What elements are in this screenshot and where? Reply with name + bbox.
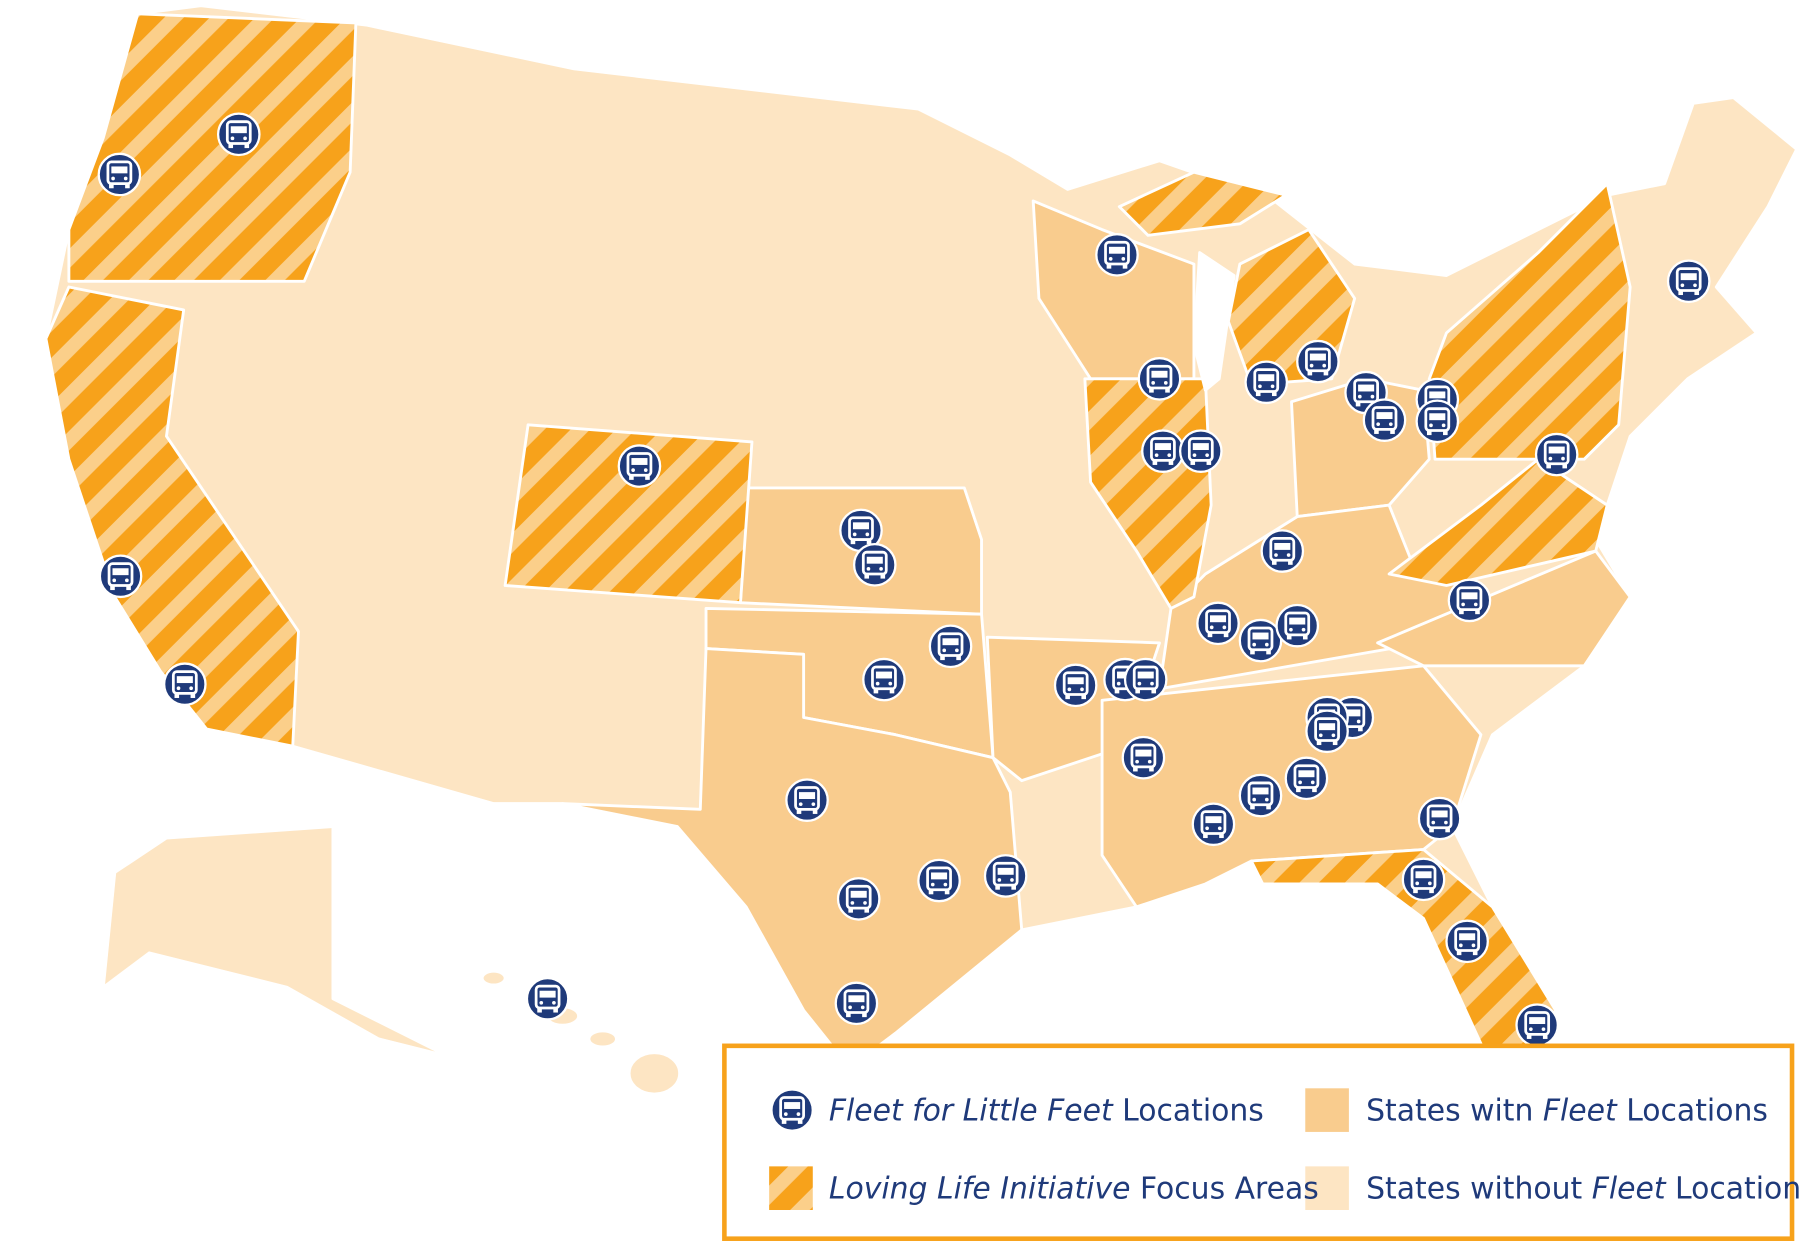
fleet-marker	[97, 152, 142, 197]
fleet-marker	[1178, 429, 1223, 474]
state-focus	[1387, 457, 1609, 587]
alaska	[101, 825, 450, 1058]
state-focus	[44, 285, 300, 748]
fleet-marker	[1140, 429, 1185, 474]
hawaii	[627, 1051, 682, 1096]
fleet-marker	[1284, 756, 1329, 801]
legend-swatch	[1305, 1166, 1349, 1210]
legend-text: Locations	[1626, 1093, 1768, 1128]
fleet-marker	[1401, 857, 1446, 902]
legend-text: Locations	[1122, 1093, 1264, 1128]
fleet-marker	[1666, 259, 1711, 304]
fleet-marker	[1362, 398, 1407, 443]
fleet-marker	[1191, 802, 1236, 847]
state-focus	[1083, 377, 1213, 610]
fleet-marker	[1238, 618, 1283, 663]
legend-box	[722, 1043, 1795, 1241]
fleet-marker	[162, 662, 207, 707]
state-focus	[67, 12, 358, 283]
legend-italic: Loving Life Initiative	[829, 1171, 1131, 1206]
fleet-marker	[1295, 339, 1340, 384]
legend-text: States without	[1366, 1171, 1582, 1206]
fleet-marker	[1137, 356, 1182, 401]
legend-label: States witn Fleet Locations	[1366, 1093, 1768, 1128]
fleet-marker	[834, 981, 879, 1026]
legend-text: Focus Areas	[1140, 1171, 1319, 1206]
fleet-marker	[928, 624, 973, 669]
legend-marker	[770, 1088, 815, 1133]
fleet-marker	[1244, 360, 1289, 405]
fleet-marker	[1195, 601, 1241, 646]
map-body: Fleet for Little Feet Locations Loving L…	[44, 4, 1800, 1241]
legend-italic: Fleet	[1592, 1171, 1667, 1206]
state-focus	[1117, 170, 1288, 237]
legend-italic: Fleet	[1543, 1093, 1618, 1128]
legend-text: Locations	[1675, 1171, 1800, 1206]
fleet-marker	[617, 444, 662, 489]
fleet-marker	[1415, 399, 1460, 444]
fleet-marker	[785, 778, 830, 823]
fleet-marker	[1275, 603, 1320, 648]
fleet-marker	[983, 853, 1028, 898]
state-fleet	[561, 647, 1024, 1070]
legend-italic: Fleet for Little Feet	[829, 1093, 1114, 1128]
fleet-marker	[836, 876, 881, 921]
hawaii	[480, 969, 507, 987]
state-fleet	[1376, 549, 1632, 668]
fleet-marker	[98, 554, 143, 599]
fleet-marker	[1121, 735, 1166, 780]
legend-label: Fleet for Little Feet Locations	[829, 1093, 1264, 1128]
fleet-marker	[1417, 796, 1462, 841]
fleet-marker	[525, 976, 570, 1021]
fleet-marker	[1515, 1003, 1560, 1048]
legend-text: States witn	[1366, 1093, 1533, 1128]
fleet-marker	[1445, 919, 1490, 964]
fleet-marker	[1123, 657, 1168, 702]
fleet-marker	[1260, 528, 1305, 574]
state-focus	[1427, 182, 1632, 461]
fleet-marker	[852, 542, 897, 587]
fleet-marker	[861, 657, 907, 702]
hawaii	[587, 1029, 618, 1049]
legend-label: States without Fleet Locations	[1366, 1171, 1800, 1206]
legend-swatch	[1305, 1088, 1349, 1132]
lake	[1192, 251, 1236, 392]
fleet-marker	[1534, 432, 1579, 477]
fleet-marker	[917, 858, 962, 903]
legend-label: Loving Life Initiative Focus Areas	[829, 1171, 1319, 1206]
state-focus	[503, 423, 754, 605]
fleet-marker	[1094, 232, 1140, 277]
legend-swatch	[769, 1166, 813, 1210]
fleet-marker	[1238, 773, 1283, 818]
fleet-marker	[216, 112, 261, 157]
fleet-marker	[1053, 663, 1098, 708]
fleet-marker	[1447, 578, 1492, 623]
fleet-marker	[1305, 709, 1350, 754]
